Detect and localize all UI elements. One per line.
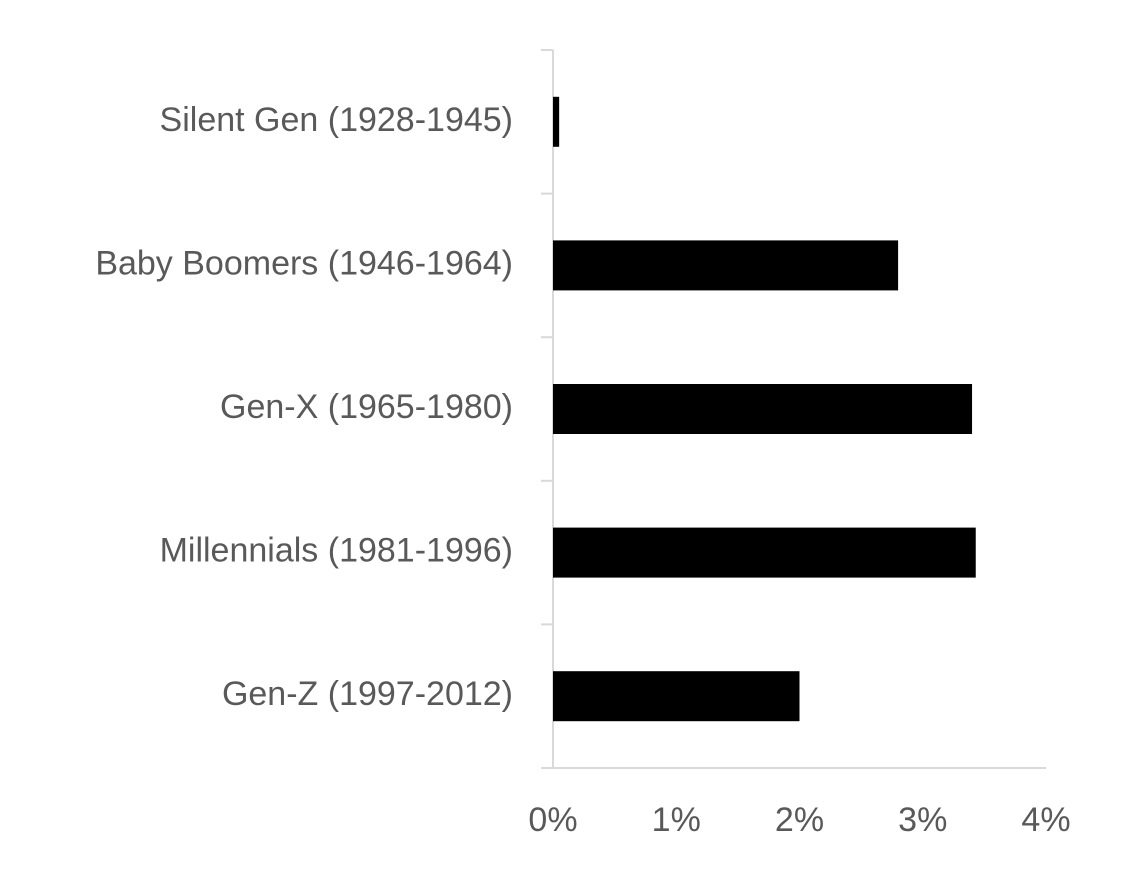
- y-tick-label: Gen-X (1965-1980): [220, 388, 513, 426]
- bar: [553, 240, 899, 291]
- x-tick-label: 0%: [528, 801, 577, 839]
- bar: [553, 671, 800, 722]
- y-tick-label: Millennials (1981-1996): [160, 532, 513, 570]
- x-tick-label: 2%: [775, 801, 824, 839]
- y-tick-label: Baby Boomers (1946-1964): [95, 244, 513, 282]
- y-tick-label: Silent Gen (1928-1945): [160, 101, 513, 139]
- y-tick-label: Gen-Z (1997-2012): [222, 675, 513, 713]
- bar: [553, 527, 976, 578]
- bar: [553, 384, 973, 434]
- bar: [553, 96, 560, 147]
- x-tick-label: 3%: [898, 801, 947, 839]
- x-tick-label: 1%: [652, 801, 701, 839]
- x-tick-label: 4%: [1021, 801, 1070, 839]
